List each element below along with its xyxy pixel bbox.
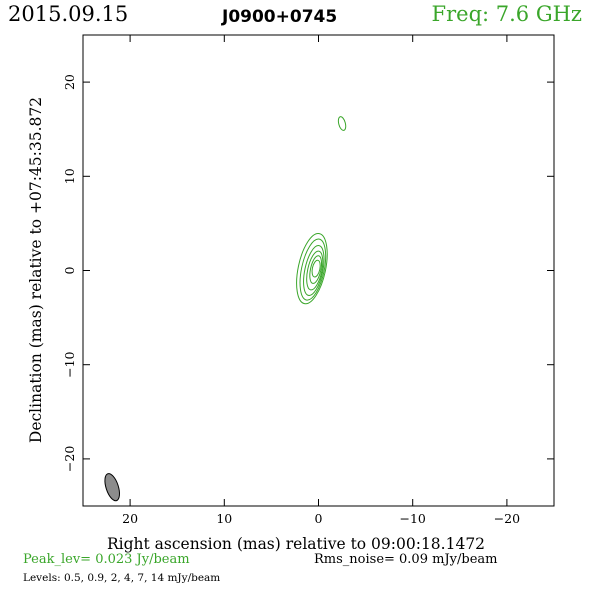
y-tick-label: −20: [62, 446, 77, 472]
y-tick-label: −10: [62, 351, 77, 377]
contour-lines: [296, 116, 347, 305]
axis-ticks: [83, 35, 554, 506]
peak-level: Peak_lev= 0.023 Jy/beam: [23, 552, 190, 567]
contour-line: [306, 250, 324, 291]
x-tick-label: −10: [400, 511, 426, 526]
contour-line: [309, 255, 323, 284]
contour-line: [296, 232, 328, 305]
contour-levels: Levels: 0.5, 0.9, 2, 4, 7, 14 mJy/beam: [23, 572, 221, 584]
rms-noise: Rms_noise= 0.09 mJy/beam: [314, 552, 498, 567]
y-tick-label: 20: [62, 74, 77, 90]
x-axis-label: Right ascension (mas) relative to 09:00:…: [107, 535, 485, 553]
contour-line: [303, 245, 325, 296]
x-tick-label: 10: [216, 511, 232, 526]
plot-frame: [82, 34, 555, 507]
source-name: J0900+0745: [222, 7, 338, 27]
x-tick-label: 0: [315, 511, 323, 526]
beam-ellipse: [104, 473, 120, 502]
axis-tick-labels: 20 10 0 −10 −20 20 10 0 −10 −20: [62, 74, 520, 526]
epoch-date: 2015.09.15: [8, 2, 129, 26]
contour-line: [337, 116, 347, 131]
frequency-label: Freq: 7.6 GHz: [431, 2, 582, 26]
x-tick-label: −20: [494, 511, 520, 526]
y-tick-label: 10: [62, 168, 77, 184]
contour-line: [311, 259, 321, 278]
beam-ellipse-group: [104, 473, 120, 502]
y-axis-label: Declination (mas) relative to +07:45:35.…: [27, 97, 45, 443]
x-tick-label: 20: [122, 511, 138, 526]
y-tick-label: 0: [62, 266, 77, 274]
contour-line: [299, 238, 327, 301]
